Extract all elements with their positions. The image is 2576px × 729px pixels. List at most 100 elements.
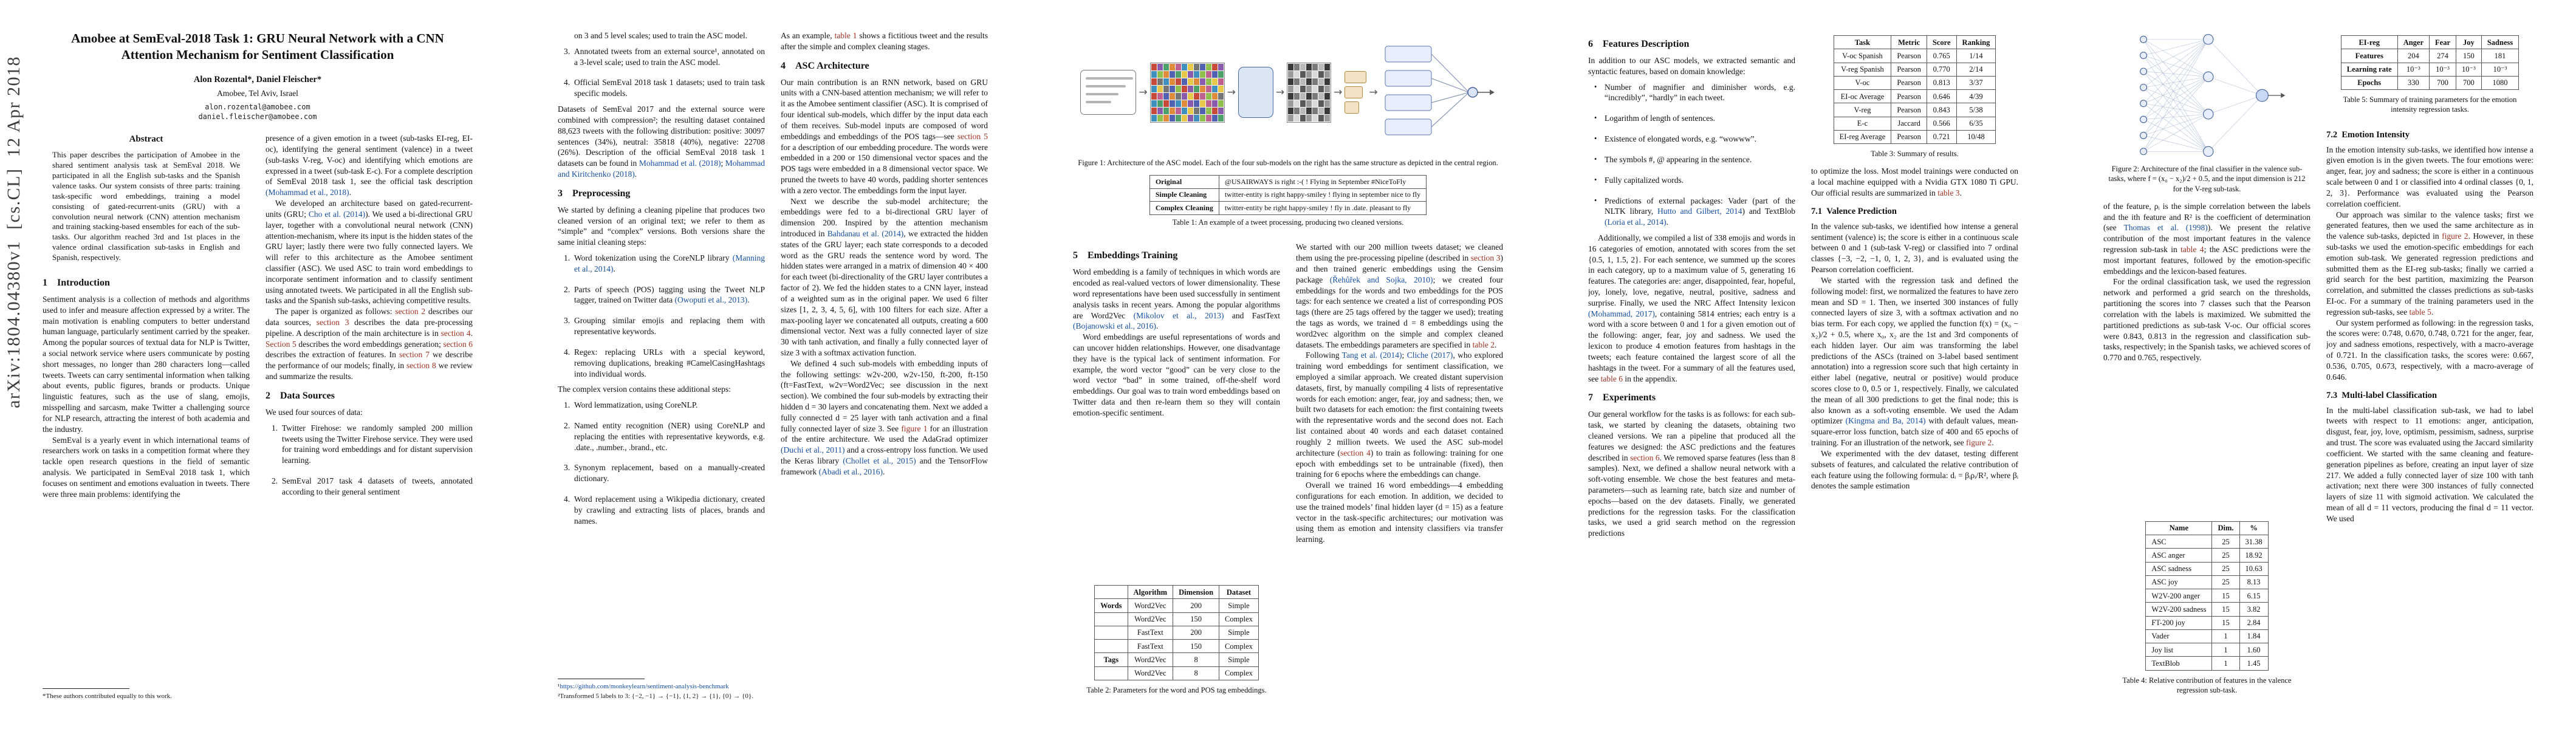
heatmap-cell [1205,100,1211,107]
heatmap-cell [1157,92,1163,100]
table-cell: 8.13 [2239,575,2269,590]
arrow-icon: → [1334,86,1343,98]
citation-link[interactable]: Thomas et al. (1998) [2123,223,2208,233]
table-float-t4: Name Dim.% ASC 25 31.38 ASC anger 25 18.92 ASC s… [2103,521,2311,671]
heatmap-cell [1181,70,1187,78]
table-cell: ASC joy [2145,575,2213,590]
body-paragraph: Additionally, we compiled a list of 338 … [1588,233,1795,383]
table-cell: 274 [2429,49,2456,63]
heatmap-cell [1163,85,1169,92]
cross-reference-link[interactable]: section 3 [1470,253,1501,263]
heatmap-cell [1157,114,1163,122]
table-cell: 10⁻³ [2456,62,2482,77]
cross-reference-link[interactable]: section 6 [1630,453,1660,462]
table-cell: TextBlob [2145,656,2213,671]
citation-link[interactable]: (Manning et al., 2014) [574,253,765,273]
cross-reference-link[interactable]: section 4 [1340,448,1371,457]
cross-reference-link[interactable]: section 3 [316,318,349,327]
citation-link[interactable]: (Mohammad, 2017) [1588,309,1655,318]
citation-link[interactable]: https://github.com/monkeylearn/sentiment… [560,682,729,690]
citation-link[interactable]: (Bojanowski et al., 2016) [1073,321,1156,331]
table-row: W2V-200 anger 15 6.15 [2145,588,2269,603]
citation-link[interactable]: Bahdanau et al. (2014) [827,229,904,238]
cross-reference-link[interactable]: figure 2 [1965,438,1992,448]
heatmap-cell [1163,114,1169,122]
table-cell: Pearson [1891,75,1927,91]
heatmap-cell [1218,114,1224,122]
heatmap-cell [1211,114,1218,122]
hidden-state-cell [1306,70,1312,78]
citation-link[interactable]: (Owoputi et al., 2013) [674,295,748,305]
hidden-state-cell [1324,92,1331,100]
citation-link[interactable]: (Loria et al., 2014) [1605,217,1667,227]
table-cell [1094,638,1128,654]
cross-reference-link[interactable]: section 8 [406,361,436,371]
table-row: EI-reg Average Pearson 0.721 10/48 [1833,129,1996,145]
citation-link[interactable]: Mohammad and Kiritchenko (2018) [558,159,765,179]
citation-link[interactable]: (Kingma and Ba, 2014) [1845,416,1926,426]
list-item-text: Annotated tweets from an external source… [574,46,765,67]
cross-reference-link[interactable]: table 1 [834,31,857,40]
cross-reference-link[interactable]: figure 2 [2442,231,2468,241]
citation-link[interactable]: (Chollet et al., 2015) [843,456,916,466]
cross-reference-link[interactable]: section 6 [443,339,473,349]
paper-authors: Alon Rozental*, Daniel Fleischer* [193,74,322,84]
text-line-placeholder [1086,93,1119,95]
page-2: on 3 and 5 level scales; used to train t… [515,0,1030,729]
heatmap-cell [1169,107,1175,114]
table-cell: Joy list [2145,642,2213,657]
text-columns: Figure 2: Architecture of the final clas… [2103,30,2533,702]
list-item-text: Synonym replacement, based on a manually… [574,463,765,484]
table-cell: V-reg Spanish [1833,62,1892,77]
column-1: 6 Features Description In addition to our… [1588,30,1795,702]
heatmap-cell [1187,114,1193,122]
citation-link[interactable]: Tang et al. (2014) [1341,351,1402,360]
citation-link[interactable]: (Mohammad et al., 2018) [265,188,349,197]
cross-reference-link[interactable]: table 2 [1472,340,1495,349]
table-row: V-oc Spanish Pearson 0.765 1/14 [1833,49,1996,63]
cross-reference-link[interactable]: section 4 [440,328,471,338]
cross-reference-link[interactable]: section 7 [399,350,430,360]
list-item-text: Named entity recognition (NER) using Cor… [574,420,765,452]
citation-link[interactable]: Mohammad et al. (2018) [639,159,721,168]
body-paragraph: of the feature, ρᵢ is the simple correla… [2103,201,2311,276]
body-paragraph: Sentiment analysis is a collection of me… [43,294,250,434]
table-row: ASC 25 31.38 [2145,534,2269,549]
table-cell: Complex [1219,638,1259,654]
cross-reference-link[interactable]: Section 5 [265,339,296,349]
hidden-state-cell [1288,63,1294,70]
heatmap-cell [1199,114,1205,122]
table-cell: 25 [2211,575,2240,590]
heatmap-cell [1193,114,1199,122]
cross-reference-link[interactable]: table 5 [2409,307,2431,317]
table-cell: Pearson [1891,129,1927,145]
heatmap-cell [1218,92,1224,100]
cross-reference-link[interactable]: section 5 [957,131,988,141]
hidden-state-cell [1324,70,1331,78]
citation-link[interactable]: (Řehůřek and Sojka, 2010) [1329,275,1433,284]
body-paragraph: Our general workflow for the tasks is as… [1588,409,1795,538]
citation-link[interactable]: Cliche (2017) [1406,351,1453,360]
footnote: *These authors contributed equally to th… [43,693,172,700]
hidden-state-cell [1288,85,1294,92]
table-float-t1: Original @USAIRWAYS is right :-( ! Flying… [1073,175,1503,216]
table-cell: 25 [2211,561,2240,576]
heatmap-cell [1169,100,1175,107]
hidden-state-cell [1300,100,1306,107]
citation-link[interactable]: Cho et al. (2014) [308,209,366,219]
cross-reference-link[interactable]: section 2 [395,307,426,317]
caption: Figure 1: Architecture of the ASC model.… [1078,159,1498,167]
cross-reference-link[interactable]: table 3 [1937,188,1960,197]
citation-link[interactable]: (Duchi et al., 2011) [781,445,845,455]
heatmap-cell [1181,63,1187,70]
spacer [558,531,765,673]
table-cell: Tags [1094,652,1128,667]
citation-link[interactable]: Hutto and Gilbert, 2014 [1657,207,1742,216]
numbered-list-item: 4. Regex: replacing URLs with a special k… [564,347,765,379]
cross-reference-link[interactable]: table 4 [2180,245,2204,254]
cross-reference-link[interactable]: table 6 [1600,374,1623,383]
citation-link[interactable]: (Mikolov et al., 2013) [1133,310,1224,320]
table-cell: 10⁻³ [2429,62,2456,77]
cross-reference-link[interactable]: figure 1 [901,423,928,433]
citation-link[interactable]: (Abadi et al., 2016) [818,467,883,476]
